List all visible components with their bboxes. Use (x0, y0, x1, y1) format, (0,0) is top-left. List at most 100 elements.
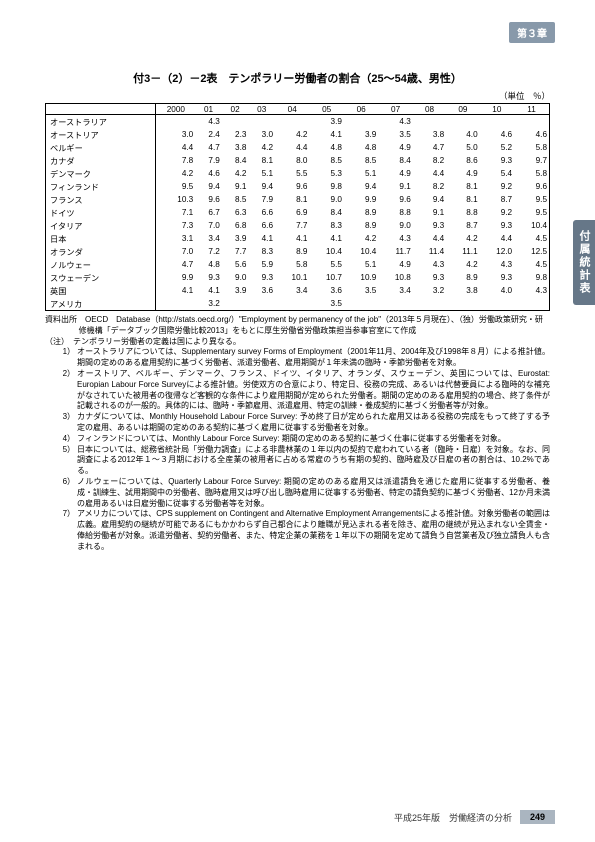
cell-value: 9.1 (222, 180, 249, 193)
cell-value: 4.6 (514, 128, 549, 141)
row-country: デンマーク (46, 167, 156, 180)
cell-value: 8.1 (446, 180, 479, 193)
cell-value: 4.2 (446, 258, 479, 271)
cell-value: 9.7 (514, 154, 549, 167)
cell-value: 3.4 (195, 232, 222, 245)
cell-value (156, 297, 195, 311)
table-row: スウェーデン9.99.39.09.310.110.710.910.89.38.9… (46, 271, 550, 284)
cell-value (156, 115, 195, 129)
cell-value: 4.3 (378, 115, 412, 129)
cell-value: 10.4 (514, 219, 549, 232)
cell-value: 3.5 (344, 284, 378, 297)
cell-value: 3.2 (413, 284, 446, 297)
cell-value: 7.0 (195, 219, 222, 232)
cell-value: 9.6 (275, 180, 309, 193)
row-country: 日本 (46, 232, 156, 245)
cell-value: 8.8 (378, 206, 412, 219)
cell-value: 9.3 (480, 154, 514, 167)
cell-value: 8.2 (413, 180, 446, 193)
cell-value: 3.8 (413, 128, 446, 141)
cell-value: 8.9 (446, 271, 479, 284)
cell-value: 8.6 (446, 154, 479, 167)
year-col-header: 01 (195, 104, 222, 115)
cell-value (248, 115, 275, 129)
cell-value: 5.8 (514, 141, 549, 154)
cell-value (514, 115, 549, 129)
note-number: 4） (63, 434, 77, 445)
table-row: 英国4.14.13.93.63.43.63.53.43.23.84.04.3 (46, 284, 550, 297)
row-country: アメリカ (46, 297, 156, 311)
cell-value: 8.1 (275, 193, 309, 206)
table-row: アメリカ3.23.5 (46, 297, 550, 311)
cell-value: 8.5 (309, 154, 343, 167)
cell-value: 7.2 (195, 245, 222, 258)
cell-value: 4.8 (309, 141, 343, 154)
cell-value: 3.9 (309, 115, 343, 129)
table-row: カナダ7.87.98.48.18.08.58.58.48.28.69.39.7 (46, 154, 550, 167)
cell-value: 7.1 (156, 206, 195, 219)
note-item: 6）ノルウェーについては、Quarterly Labour Force Surv… (63, 477, 550, 509)
cell-value: 5.1 (248, 167, 275, 180)
cell-value: 11.7 (378, 245, 412, 258)
table-title: 付3－（2）－2表 テンポラリー労働者の割合（25～54歳、男性） (45, 70, 550, 86)
cell-value: 4.1 (309, 232, 343, 245)
cell-value: 6.9 (275, 206, 309, 219)
note-number: 1） (63, 347, 77, 369)
cell-value (275, 115, 309, 129)
note-number: 2） (63, 369, 77, 412)
note-number: 6） (63, 477, 77, 509)
cell-value: 12.5 (514, 245, 549, 258)
cell-value: 5.8 (514, 167, 549, 180)
table-row: オランダ7.07.27.78.38.910.410.411.711.411.11… (46, 245, 550, 258)
cell-value: 9.9 (344, 193, 378, 206)
year-col-header: 03 (248, 104, 275, 115)
cell-value: 9.0 (378, 219, 412, 232)
row-country: ノルウェー (46, 258, 156, 271)
cell-value: 4.4 (413, 167, 446, 180)
cell-value: 4.4 (413, 232, 446, 245)
row-country: オランダ (46, 245, 156, 258)
table-row: ベルギー4.44.73.84.24.44.84.84.94.75.05.25.8 (46, 141, 550, 154)
cell-value: 9.9 (156, 271, 195, 284)
cell-value: 4.5 (514, 232, 549, 245)
cell-value (344, 297, 378, 311)
cell-value (480, 115, 514, 129)
table-row: フィンランド9.59.49.19.49.69.89.49.18.28.19.29… (46, 180, 550, 193)
note-lead: （注） テンポラリー労働者の定義は国により異なる。 (45, 337, 550, 348)
table-row: ノルウェー4.74.85.65.95.85.55.14.94.34.24.34.… (46, 258, 550, 271)
cell-value: 4.6 (195, 167, 222, 180)
cell-value: 8.0 (275, 154, 309, 167)
cell-value: 8.9 (344, 219, 378, 232)
row-country: フランス (46, 193, 156, 206)
cell-value: 9.4 (413, 193, 446, 206)
cell-value: 4.5 (514, 258, 549, 271)
cell-value: 5.6 (222, 258, 249, 271)
cell-value: 4.9 (446, 167, 479, 180)
year-col-header: 09 (446, 104, 479, 115)
note-item: 4）フィンランドについては、Monthly Labour Force Surve… (63, 434, 550, 445)
cell-value: 6.3 (222, 206, 249, 219)
cell-value: 6.6 (248, 206, 275, 219)
page-footer: 平成25年版 労働経済の分析 249 (0, 810, 595, 824)
cell-value: 3.2 (195, 297, 222, 311)
cell-value (413, 297, 446, 311)
footer-edition: 平成25年版 労働経済の分析 (394, 811, 512, 824)
cell-value: 11.4 (413, 245, 446, 258)
note-item: 1）オーストラリアについては、Supplementary survey Form… (63, 347, 550, 369)
note-item: 7）アメリカについては、CPS supplement on Contingent… (63, 509, 550, 552)
cell-value: 10.9 (344, 271, 378, 284)
table-row: デンマーク4.24.64.25.15.55.35.14.94.44.95.45.… (46, 167, 550, 180)
cell-value: 4.2 (222, 167, 249, 180)
note-body: オーストラリアについては、Supplementary survey Forms … (77, 347, 550, 369)
year-col-header: 07 (378, 104, 412, 115)
chapter-badge: 第３章 (509, 22, 555, 43)
cell-value (413, 115, 446, 129)
cell-value: 8.3 (309, 219, 343, 232)
cell-value: 8.7 (446, 219, 479, 232)
cell-value: 9.1 (378, 180, 412, 193)
cell-value: 4.1 (309, 128, 343, 141)
cell-value: 4.3 (195, 115, 222, 129)
cell-value: 4.4 (275, 141, 309, 154)
cell-value: 9.3 (195, 271, 222, 284)
cell-value: 10.4 (344, 245, 378, 258)
